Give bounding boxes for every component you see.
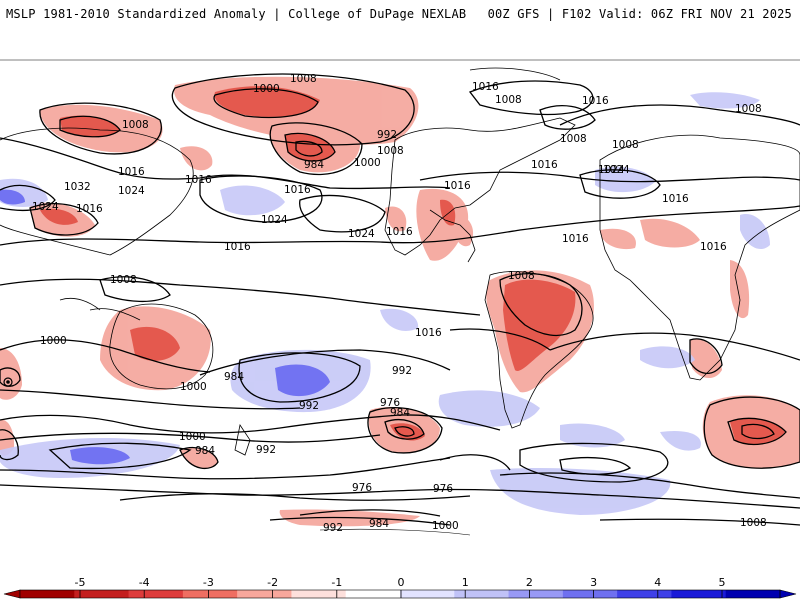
- colorbar-swatch: [182, 590, 238, 598]
- low-center-marker: [3, 377, 13, 387]
- isobar-label: 1016: [662, 193, 689, 205]
- isobar-label: 984: [369, 518, 389, 530]
- pressure-center-markers: [3, 377, 13, 387]
- isobar-label: 992: [377, 129, 397, 141]
- isobar-label: 992: [323, 522, 343, 534]
- colorbar-swatch: [291, 590, 347, 598]
- isobar-label: 1008: [508, 270, 535, 282]
- isobar-label: 1024: [348, 228, 375, 240]
- colorbar-swatch: [74, 590, 130, 598]
- isobar-label: 1016: [472, 81, 499, 93]
- colorbar-tick-label: -2: [267, 576, 278, 589]
- isobar-label: 992: [256, 444, 276, 456]
- isobar-label: 976: [352, 482, 372, 494]
- colorbar-tick-label: 1: [462, 576, 469, 589]
- isobar-label: 1016: [284, 184, 311, 196]
- positive-anomaly-fill: [0, 92, 770, 515]
- map-canvas: 1008 1000 1008 1016 1016 992 1008 984 10…: [0, 30, 800, 570]
- colorbar-tick-label: -5: [75, 576, 86, 589]
- colorbar-swatch: [454, 590, 510, 598]
- isobar-label: 1000: [179, 431, 206, 443]
- isobar-label: 976: [433, 483, 453, 495]
- colorbar-tick-label: 0: [398, 576, 405, 589]
- colorbar-swatches: [3, 589, 797, 599]
- colorbar-tick-label: 5: [719, 576, 726, 589]
- isobar-labels: 1008 1000 1008 1016 1016 992 1008 984 10…: [32, 73, 767, 534]
- isobar-label: 1016: [444, 180, 471, 192]
- isobar-label: 1024: [603, 164, 630, 176]
- isobars: [0, 73, 800, 526]
- isobar-label: 1008: [735, 103, 762, 115]
- isobar-label: 1008: [612, 139, 639, 151]
- colorbar-swatch: [237, 590, 292, 598]
- colorbar-tick-label: -3: [203, 576, 214, 589]
- isobar-label: 1016: [224, 241, 251, 253]
- colorbar-swatch: [562, 590, 618, 598]
- isobar-label: 1016: [76, 203, 103, 215]
- isobar-label: 1000: [253, 83, 280, 95]
- colorbar-swatch: [128, 590, 184, 598]
- colorbar-swatch: [725, 590, 781, 598]
- isobar-label: 992: [392, 365, 412, 377]
- colorbar-tick-label: -1: [331, 576, 342, 589]
- isobar-label: 1008: [560, 133, 587, 145]
- colorbar-tick-label: 3: [590, 576, 597, 589]
- valid-time-title: 00Z GFS | F102 Valid: 06Z FRI NOV 21 202…: [487, 7, 792, 21]
- isobar-label: 1000: [432, 520, 459, 532]
- isobar-label: 1008: [495, 94, 522, 106]
- product-title: MSLP 1981-2010 Standardized Anomaly | Co…: [6, 7, 467, 21]
- header: MSLP 1981-2010 Standardized Anomaly | Co…: [0, 0, 800, 30]
- isobar-label: 1008: [377, 145, 404, 157]
- isobar-label: 1016: [562, 233, 589, 245]
- isobar-label: 1016: [700, 241, 727, 253]
- strong-positive-anomaly-fill: [0, 189, 330, 465]
- low-center-dot: [6, 380, 10, 384]
- isobar-label: 1016: [531, 159, 558, 171]
- colorbar-swatch: [671, 590, 727, 598]
- isobar-label: 984: [195, 445, 215, 457]
- isobar-label: 1024: [598, 164, 625, 176]
- colorbar-ticks: -5 -4 -3 -2 -1 0 1 2 3 4 5: [75, 576, 726, 598]
- colorbar-swatch: [617, 590, 672, 598]
- colorbar: -5 -4 -3 -2 -1 0 1 2 3 4 5: [0, 574, 800, 600]
- isobar-label: 1016: [415, 327, 442, 339]
- isobar-label: 1024: [118, 185, 145, 197]
- anomaly-map: 1008 1000 1008 1016 1016 992 1008 984 10…: [0, 30, 800, 570]
- isobar-label: 1000: [180, 381, 207, 393]
- isobar-label: 1024: [261, 214, 288, 226]
- colorbar-swatch: [20, 590, 75, 598]
- isobar-label: 984: [390, 407, 410, 419]
- colorbar-swatch: [400, 590, 455, 598]
- isobar-label: 1016: [582, 95, 609, 107]
- isobar-label: 976: [380, 397, 400, 409]
- isobar-label: 984: [224, 371, 244, 383]
- isobar-label: 1008: [740, 517, 767, 529]
- colorbar-min-arrow: [3, 589, 21, 599]
- isobar-label: 984: [304, 159, 324, 171]
- colorbar-tick-label: 4: [654, 576, 661, 589]
- colorbar-swatch: [345, 590, 401, 598]
- isobar-label: 1016: [185, 174, 212, 186]
- isobar-label: 1024: [32, 201, 59, 213]
- isobar-label: 1016: [118, 166, 145, 178]
- colorbar-swatch: [508, 590, 564, 598]
- colorbar-border: [19, 589, 781, 599]
- isobar-label: 1032: [64, 181, 91, 193]
- colorbar-tick-label: 2: [526, 576, 533, 589]
- isobar-label: 1008: [290, 73, 317, 85]
- colorbar-max-arrow: [779, 589, 797, 599]
- isobar-label: 1000: [354, 157, 381, 169]
- isobar-label: 1000: [40, 335, 67, 347]
- isobar-label: 992: [299, 400, 319, 412]
- isobar-label: 1016: [386, 226, 413, 238]
- isobar-label: 1008: [110, 274, 137, 286]
- colorbar-tick-label: -4: [139, 576, 150, 589]
- isobar-label: 1008: [122, 119, 149, 131]
- colorbar-svg: -5 -4 -3 -2 -1 0 1 2 3 4 5: [3, 576, 797, 599]
